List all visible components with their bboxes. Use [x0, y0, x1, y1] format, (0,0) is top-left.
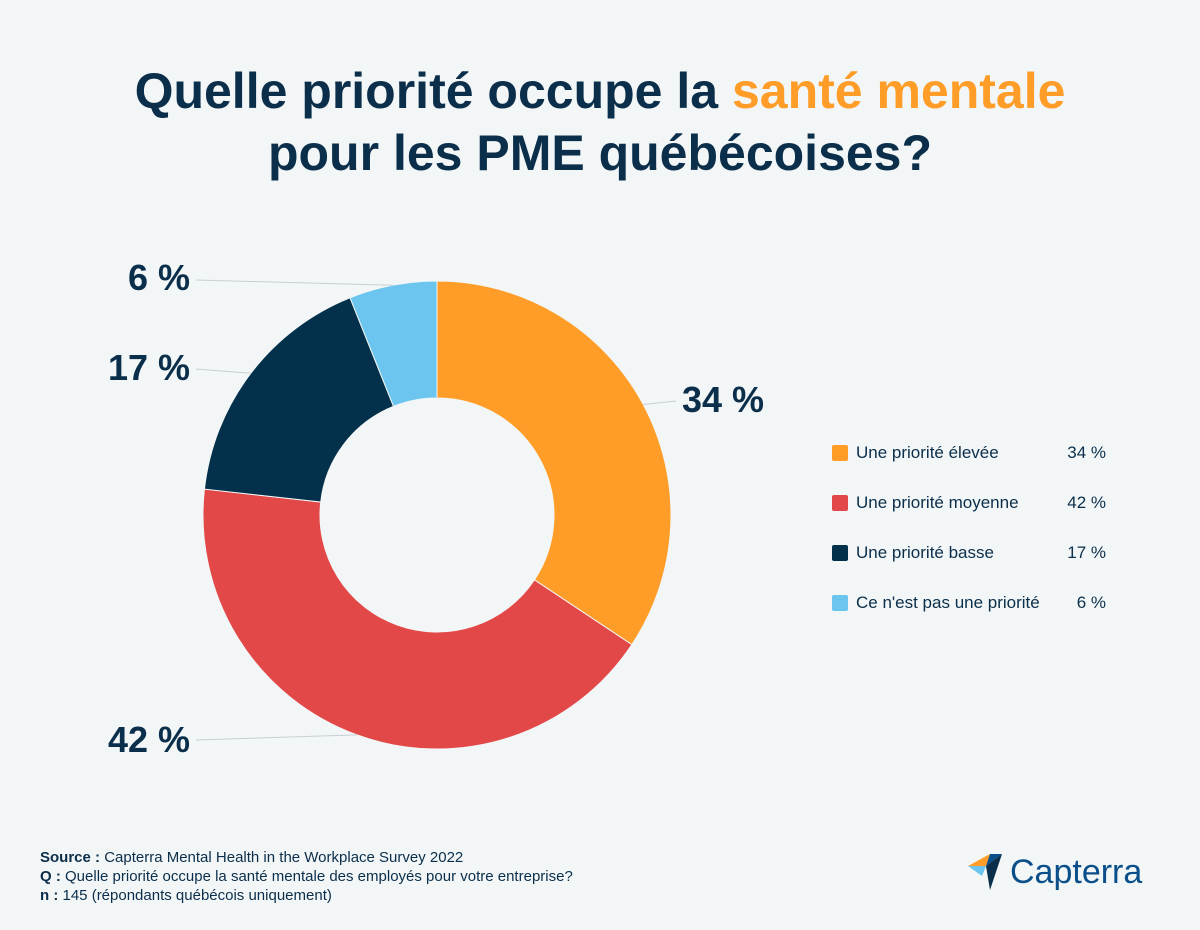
title-prefix: Quelle priorité occupe la — [134, 63, 732, 119]
legend-label: Ce n'est pas une priorité — [856, 593, 1040, 612]
leader-line — [195, 279, 393, 286]
sample-text: 145 (répondants québécois uniquement) — [62, 887, 332, 904]
legend-label: Une priorité élevée — [856, 443, 999, 462]
legend-swatch — [832, 445, 848, 461]
capterra-logo: Capterra — [966, 852, 1142, 892]
legend-value: 42 % — [1067, 493, 1106, 512]
title-line2: pour les PME québécoises? — [267, 125, 933, 181]
legend: Une priorité élevée 34 % Une priorité mo… — [832, 428, 1132, 628]
sample-label: n : — [40, 887, 59, 904]
donut-slice — [203, 297, 395, 503]
capterra-arrow-icon — [968, 854, 1002, 890]
data-label: 42 % — [108, 719, 190, 760]
donut-slice — [436, 280, 672, 646]
legend-item: Une priorité moyenne 42 % — [832, 478, 1132, 528]
data-label: 34 % — [682, 379, 764, 420]
legend-swatch — [832, 545, 848, 561]
chart-title: Quelle priorité occupe la santé mentale … — [0, 60, 1200, 184]
question-text: Quelle priorité occupe la santé mentale … — [65, 868, 573, 885]
footnote-question: Q : Quelle priorité occupe la santé ment… — [40, 867, 573, 886]
source-label: Source : — [40, 849, 101, 866]
legend-value: 17 % — [1067, 543, 1106, 562]
legend-value: 6 % — [1076, 593, 1106, 612]
footnote-source: Source : Capterra Mental Health in the W… — [40, 848, 573, 867]
data-label: 17 % — [108, 347, 190, 388]
leader-line — [195, 734, 357, 741]
legend-swatch — [832, 595, 848, 611]
legend-item: Une priorité élevée 34 % — [832, 428, 1132, 478]
footnote: Source : Capterra Mental Health in the W… — [40, 848, 573, 905]
footnote-sample: n : 145 (répondants québécois uniquement… — [40, 886, 573, 905]
source-text: Capterra Mental Health in the Workplace … — [104, 849, 464, 866]
data-label: 6 % — [128, 257, 190, 298]
legend-item: Une priorité basse 17 % — [832, 528, 1132, 578]
legend-value: 34 % — [1067, 443, 1106, 462]
logo-text: Capterra — [1010, 852, 1143, 891]
title-accent: santé mentale — [731, 63, 1066, 119]
question-label: Q : — [40, 868, 61, 885]
leader-line — [195, 368, 251, 374]
donut-slice — [349, 280, 438, 408]
donut-slice — [202, 488, 633, 750]
legend-label: Une priorité basse — [856, 543, 994, 562]
legend-item: Ce n'est pas une priorité 6 % — [832, 578, 1132, 628]
leader-line — [643, 400, 677, 405]
legend-label: Une priorité moyenne — [856, 493, 1019, 512]
legend-swatch — [832, 495, 848, 511]
